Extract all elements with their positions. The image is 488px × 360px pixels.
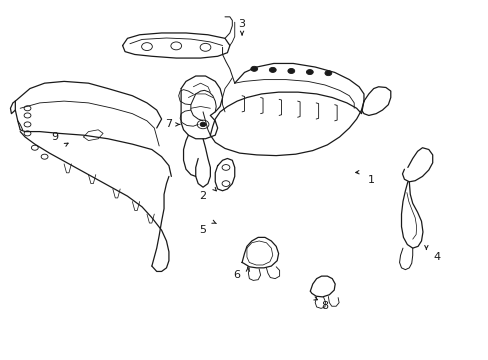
Text: 6: 6 xyxy=(233,270,240,280)
Text: 4: 4 xyxy=(433,252,440,262)
Text: 3: 3 xyxy=(238,19,245,29)
Circle shape xyxy=(200,122,205,127)
Circle shape xyxy=(306,69,313,75)
Circle shape xyxy=(250,66,257,71)
Circle shape xyxy=(325,71,331,76)
Text: 7: 7 xyxy=(165,120,172,129)
Circle shape xyxy=(287,68,294,73)
Text: 2: 2 xyxy=(199,191,206,201)
Text: 9: 9 xyxy=(51,132,58,142)
Text: 5: 5 xyxy=(199,225,206,235)
Text: 8: 8 xyxy=(321,301,328,311)
Text: 1: 1 xyxy=(367,175,374,185)
Circle shape xyxy=(269,67,276,72)
